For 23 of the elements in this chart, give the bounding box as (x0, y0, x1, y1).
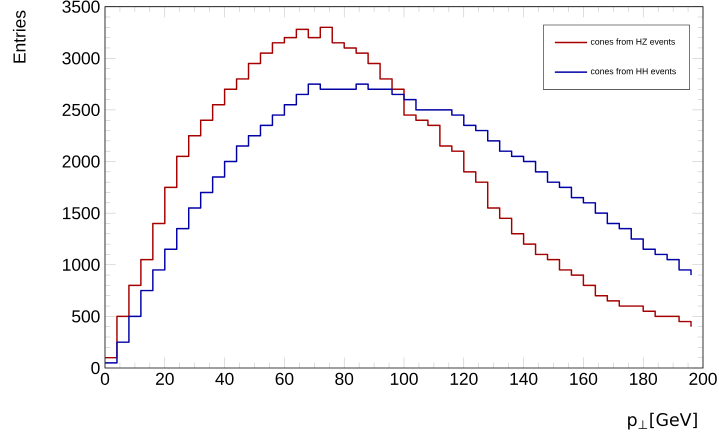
x-tick-label: 80 (335, 372, 354, 385)
y-tick-label: 3000 (62, 52, 100, 64)
x-tick-label: 60 (276, 372, 294, 385)
y-tick-label: 1500 (63, 207, 100, 220)
y-tick-label: 3500 (62, 0, 100, 13)
x-tick-label: 140 (510, 372, 538, 385)
x-tick-label: 180 (630, 372, 657, 385)
x-tick-label: 160 (570, 372, 598, 385)
x-tick-label: 100 (390, 372, 418, 385)
y-axis-title: Entries (12, 10, 26, 63)
y-tick-label: 0 (91, 362, 100, 374)
legend-label: cones from HH events (590, 68, 676, 74)
x-tick-label: 40 (215, 372, 234, 385)
y-tick-label: 1000 (63, 258, 100, 271)
x-tick-label: 20 (156, 372, 174, 385)
y-tick-label: 2500 (62, 104, 100, 116)
x-axis-title: p$_{⊥}$[GeV] (628, 412, 697, 430)
x-tick-label: 200 (689, 372, 717, 385)
x-tick-label: 0 (100, 372, 110, 385)
y-tick-label: 2000 (62, 155, 100, 168)
y-tick-label: 500 (72, 310, 100, 323)
x-tick-label: 120 (450, 372, 478, 385)
legend-label: cones from HZ events (590, 38, 675, 45)
